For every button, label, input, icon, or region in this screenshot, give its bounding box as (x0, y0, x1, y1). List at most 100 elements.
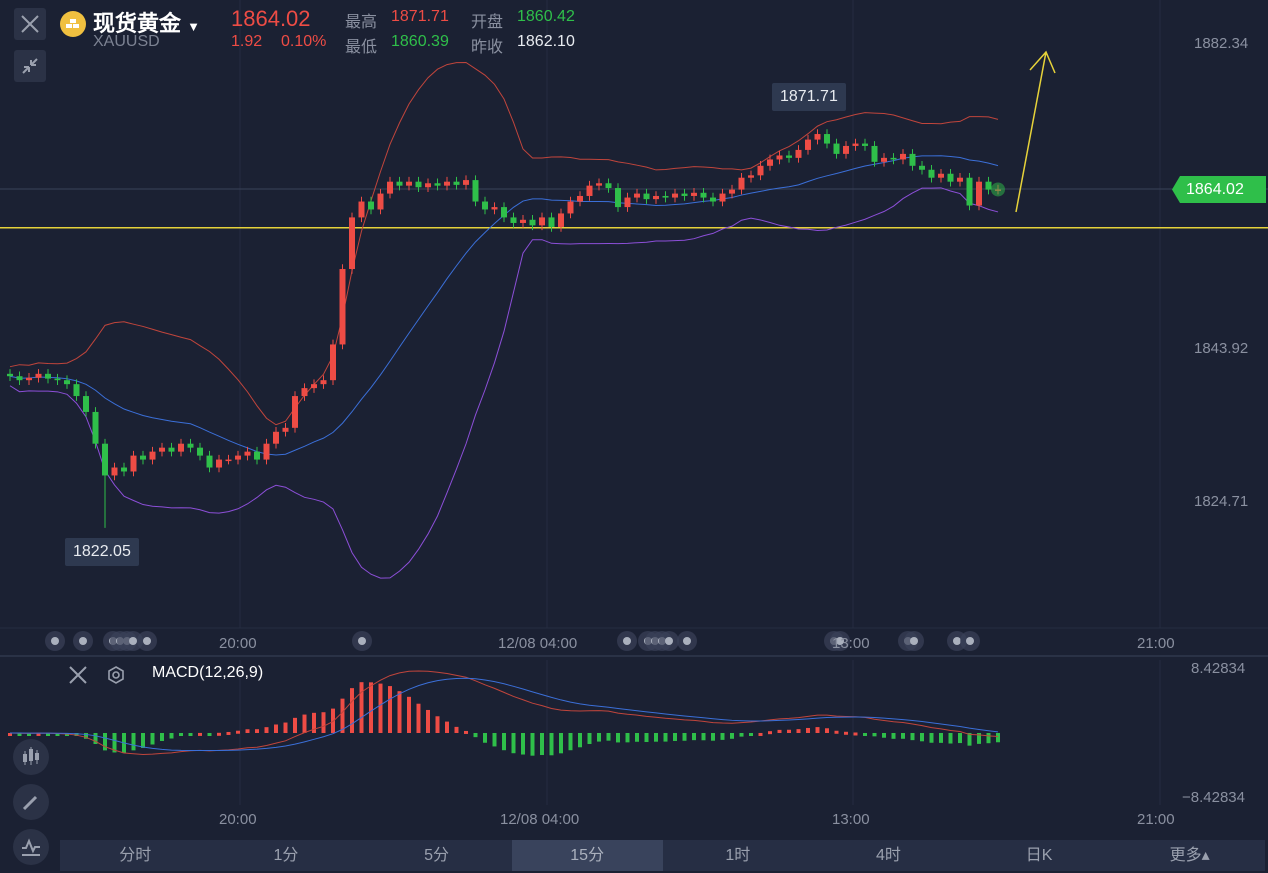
candle (111, 467, 118, 476)
candle (168, 447, 175, 452)
candle (634, 193, 640, 198)
candle (824, 134, 830, 144)
candle (852, 143, 859, 146)
candle (26, 377, 32, 381)
macd-histogram-bar (245, 729, 250, 733)
candle (757, 165, 764, 176)
candle (463, 180, 469, 185)
macd-histogram-bar (673, 733, 677, 741)
remove-indicator-icon[interactable] (68, 665, 88, 685)
macd-histogram-bar (264, 727, 269, 733)
macd-histogram-bar (8, 733, 12, 736)
macd-histogram-bar (483, 733, 487, 743)
candle (7, 373, 13, 377)
price-tick: 1882.34 (1194, 35, 1249, 52)
candle (890, 157, 897, 160)
candle (311, 384, 317, 389)
tab-more[interactable]: 更多▴ (1169, 847, 1210, 864)
candle (681, 193, 688, 196)
macd-histogram-bar (635, 733, 639, 742)
tab-fenshi[interactable]: 分时 (119, 847, 152, 864)
macd-histogram-bar (103, 733, 107, 751)
tab-1h[interactable]: 1时 (725, 847, 751, 864)
event-marker-dot (966, 637, 974, 645)
candle (406, 181, 412, 186)
macd-histogram-bar (141, 733, 145, 748)
macd-histogram-bar (397, 691, 402, 733)
macd-histogram-bar (568, 733, 573, 751)
shrink-button[interactable] (14, 50, 46, 82)
candle (92, 411, 99, 444)
tab-1m[interactable]: 1分 (273, 847, 299, 864)
macd-histogram-bar (378, 683, 383, 733)
candle (54, 378, 61, 381)
tab-15m[interactable]: 15分 (511, 840, 663, 871)
candle (719, 193, 726, 202)
high-value: 1871.71 (391, 8, 449, 25)
macd-histogram-bar (768, 731, 772, 735)
macd-histogram-bar (730, 733, 734, 739)
event-marker-dot (910, 637, 918, 645)
candle (700, 192, 707, 198)
candle (966, 177, 973, 206)
candle (928, 169, 935, 178)
candle (83, 396, 89, 412)
tab-daily[interactable]: 日K (1025, 847, 1053, 864)
candle (377, 193, 384, 210)
macd-histogram-bar (150, 733, 155, 745)
candle (35, 373, 42, 378)
symbol: XAUUSD (93, 33, 160, 50)
macd-histogram-bar (46, 733, 50, 736)
tab-4h[interactable]: 4时 (875, 847, 901, 864)
macd-histogram-bar (853, 732, 858, 736)
macd-histogram-bar (312, 712, 316, 733)
macd-histogram-bar (407, 696, 411, 733)
macd-histogram-bar (369, 682, 373, 733)
macd-histogram-bar (283, 722, 288, 733)
candle (710, 197, 716, 202)
shrink-icon (22, 58, 38, 74)
candle (225, 459, 232, 462)
candle (197, 447, 203, 456)
candle (102, 443, 108, 476)
macd-histogram-bar (350, 688, 354, 733)
candle (900, 153, 906, 160)
macd-histogram-bar (55, 733, 60, 736)
macd-histogram-bar (910, 733, 915, 741)
macd-histogram-bar (65, 733, 69, 736)
close-button[interactable] (14, 8, 46, 40)
candle (387, 181, 393, 194)
macd-histogram-bar (198, 732, 202, 736)
macd-histogram-bar (834, 730, 839, 734)
macd-histogram-bar (986, 733, 991, 744)
candle (833, 143, 840, 154)
macd-histogram-bar (578, 733, 582, 748)
candle (985, 181, 992, 190)
candle (881, 157, 887, 162)
macd-histogram-bar (901, 733, 905, 739)
candle (482, 201, 488, 210)
draw-button[interactable] (13, 784, 49, 820)
open-label: 开盘 (471, 14, 504, 31)
candle (520, 219, 526, 223)
candle (187, 443, 194, 448)
event-marker-dot (665, 637, 673, 645)
candle (235, 455, 241, 460)
instrument-selector[interactable]: 现货黄金 ▼ (93, 6, 200, 38)
candle (425, 183, 431, 188)
settings-icon[interactable] (106, 665, 126, 685)
candle (491, 207, 498, 210)
candle (586, 185, 593, 196)
candle-type-button[interactable] (13, 739, 49, 775)
live-dot (991, 182, 1005, 197)
time-tick: 13:00 (832, 635, 870, 652)
candle (605, 183, 612, 189)
candle (16, 376, 23, 381)
macd-histogram-bar (255, 729, 259, 733)
macd-histogram-bar (844, 731, 848, 735)
candle (976, 181, 982, 206)
tab-5m[interactable]: 5分 (424, 847, 450, 864)
indicator-button[interactable] (13, 829, 49, 865)
macd-histogram-bar (977, 733, 981, 744)
